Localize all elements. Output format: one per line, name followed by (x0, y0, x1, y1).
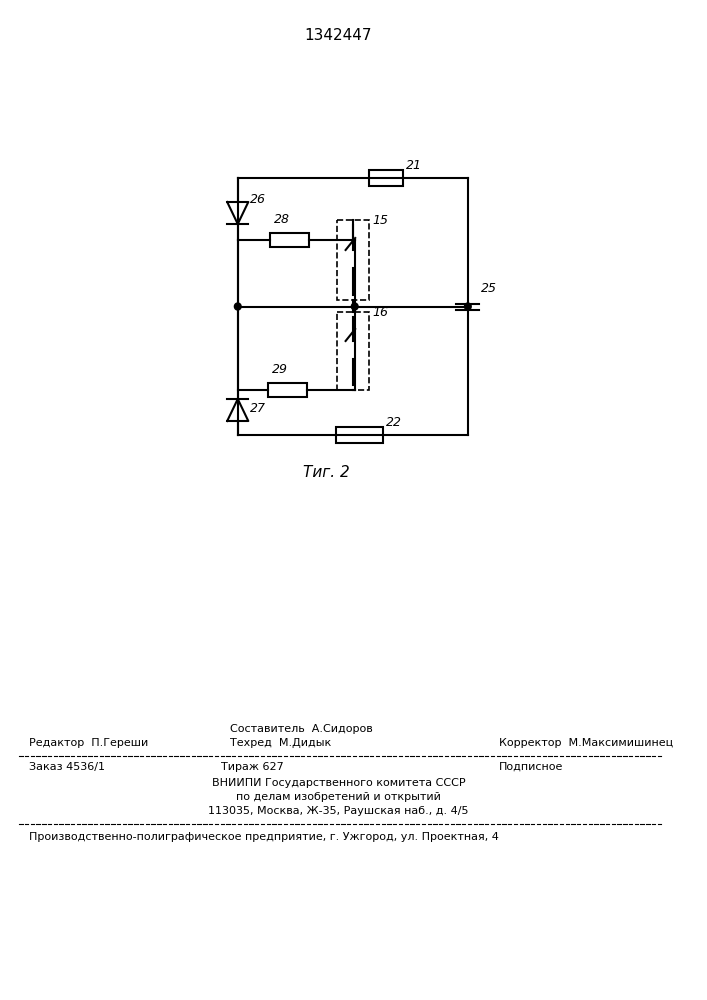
Text: 15: 15 (372, 214, 388, 227)
Text: 29: 29 (272, 363, 288, 376)
Text: 1342447: 1342447 (305, 28, 372, 43)
Text: 21: 21 (406, 159, 421, 172)
Bar (337, 220, 369, 300)
Text: 27: 27 (250, 402, 267, 415)
Bar (336, 427, 383, 443)
Text: 22: 22 (386, 416, 402, 429)
Text: 16: 16 (372, 306, 388, 319)
Bar (270, 233, 309, 247)
Text: 25: 25 (481, 282, 497, 296)
Circle shape (351, 303, 358, 310)
Text: 113035, Москва, Ж-35, Раушская наб., д. 4/5: 113035, Москва, Ж-35, Раушская наб., д. … (208, 806, 469, 816)
Text: Подписное: Подписное (498, 762, 563, 772)
Bar (269, 383, 307, 397)
Bar (337, 312, 369, 390)
Text: Корректор  М.Максимишинец: Корректор М.Максимишинец (498, 738, 672, 748)
Text: Техред  М.Дидык: Техред М.Дидык (230, 738, 332, 748)
Text: 26: 26 (250, 193, 267, 206)
Text: Производственно-полиграфическое предприятие, г. Ужгород, ул. Проектная, 4: Производственно-полиграфическое предприя… (29, 832, 498, 842)
Text: 28: 28 (274, 213, 290, 226)
Circle shape (464, 303, 471, 310)
Text: Редактор  П.Гереши: Редактор П.Гереши (29, 738, 148, 748)
Text: Заказ 4536/1: Заказ 4536/1 (29, 762, 105, 772)
Circle shape (235, 303, 241, 310)
Text: Τиг. 2: Τиг. 2 (303, 465, 349, 480)
Bar (369, 170, 403, 186)
Text: по делам изобретений и открытий: по делам изобретений и открытий (236, 792, 441, 802)
Text: Тираж 627: Тираж 627 (221, 762, 284, 772)
Text: ВНИИПИ Государственного комитета СССР: ВНИИПИ Государственного комитета СССР (211, 778, 465, 788)
Text: Составитель  А.Сидоров: Составитель А.Сидоров (230, 724, 373, 734)
